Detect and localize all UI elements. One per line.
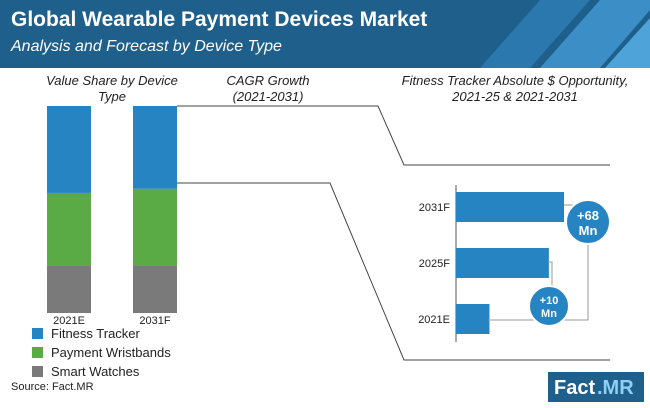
opportunity-category-label: 2031F <box>419 202 450 214</box>
header-banner: Global Wearable Payment Devices Market A… <box>0 0 650 68</box>
svg-text:.MR: .MR <box>597 377 634 399</box>
legend: Fitness Tracker Payment Wristbands Smart… <box>32 324 171 381</box>
share-category-label: 2021E <box>53 315 85 327</box>
opportunity-category-label: 2021E <box>418 314 450 326</box>
legend-label: Fitness Tracker <box>51 326 140 341</box>
legend-label: Smart Watches <box>51 364 140 379</box>
legend-item-fitness-tracker: Fitness Tracker <box>32 324 171 343</box>
share-bar-smart-watches-2031f <box>133 265 177 313</box>
share-bar-fitness-tracker-2021e <box>47 106 91 193</box>
cagr-heading: CAGR Growth (2021-2031) <box>226 73 310 104</box>
legend-item-smart-watches: Smart Watches <box>32 362 171 381</box>
growth-badge-value: +68 <box>577 208 599 223</box>
legend-swatch <box>32 366 43 377</box>
share-bar-smart-watches-2021e <box>47 265 91 313</box>
legend-label: Payment Wristbands <box>51 345 171 360</box>
header-stripes <box>480 0 650 68</box>
svg-text:Fact: Fact <box>554 377 595 399</box>
growth-badge <box>528 285 570 327</box>
value-share-heading: Value Share by Device Type <box>46 73 178 104</box>
growth-badge-unit: Mn <box>541 308 557 320</box>
opportunity-bar-2031f <box>456 192 564 222</box>
share-bar-fitness-tracker-2031f <box>133 106 177 189</box>
share-bar-payment-wristbands-2031f <box>133 188 177 266</box>
source-note: Source: Fact.MR <box>11 381 94 393</box>
connector-line-bottom <box>177 182 610 361</box>
opportunity-heading: Fitness Tracker Absolute $ Opportunity, … <box>401 73 629 104</box>
factmr-logo: Fact .MR <box>548 372 644 402</box>
growth-badge-unit: Mn <box>579 223 598 238</box>
opportunity-bar-2025f <box>456 248 549 278</box>
page-subtitle: Analysis and Forecast by Device Type <box>11 38 282 55</box>
opportunity-bar-2021e <box>456 304 490 334</box>
legend-swatch <box>32 328 43 339</box>
connector-line-top <box>177 105 610 166</box>
share-bar-payment-wristbands-2021e <box>47 192 91 266</box>
page-title: Global Wearable Payment Devices Market <box>11 8 428 31</box>
share-category-label: 2031F <box>139 315 170 327</box>
legend-item-payment-wristbands: Payment Wristbands <box>32 343 171 362</box>
opportunity-category-label: 2025F <box>419 258 450 270</box>
legend-swatch <box>32 347 43 358</box>
growth-badge-value: +10 <box>540 295 559 307</box>
growth-badge <box>565 199 611 245</box>
